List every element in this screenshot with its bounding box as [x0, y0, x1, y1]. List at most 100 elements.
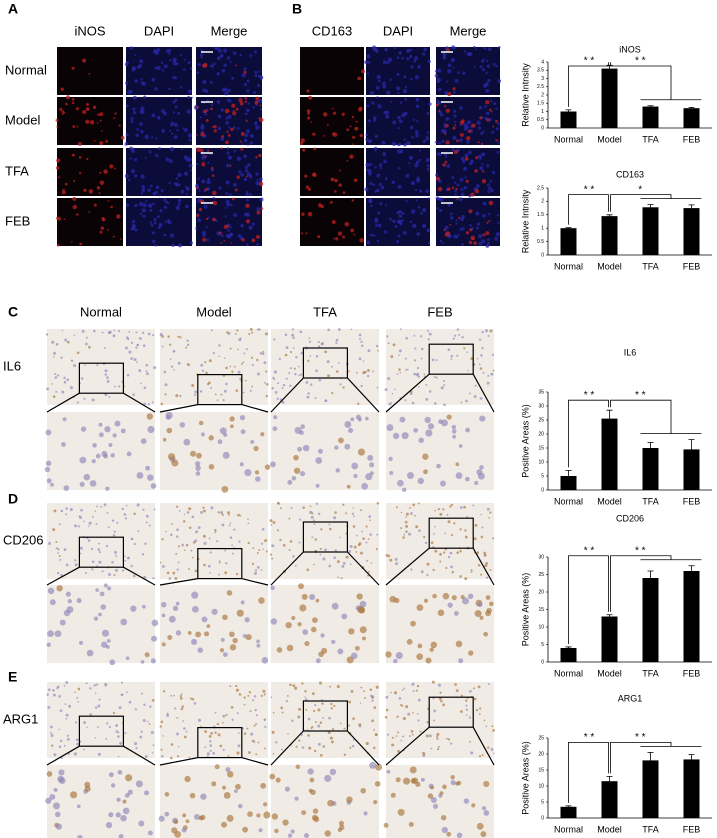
nucleus [469, 690, 472, 693]
nucleus [223, 652, 228, 657]
signal [61, 190, 66, 195]
stain [100, 505, 102, 508]
nucleus [237, 732, 240, 734]
nucleus [197, 647, 204, 653]
nucleus [390, 101, 393, 104]
nucleus [412, 690, 415, 693]
significance-label: * * [584, 56, 595, 67]
nucleus [73, 364, 76, 368]
ihc-image [45, 680, 156, 838]
nucleus [314, 704, 317, 707]
nucleus [490, 748, 494, 751]
signal [473, 241, 477, 245]
nucleus [240, 223, 244, 228]
nucleus [481, 68, 485, 72]
column-header: Normal [80, 304, 122, 319]
nucleus [475, 211, 480, 216]
signal [308, 95, 313, 100]
nucleus [253, 695, 257, 698]
nucleus [337, 648, 344, 655]
nucleus [450, 358, 453, 361]
stain [436, 732, 440, 736]
stain [293, 467, 301, 474]
row-label: Model [5, 112, 41, 127]
panel-label: D [8, 491, 18, 507]
nucleus [79, 481, 85, 487]
micrograph [125, 198, 194, 248]
stain [459, 575, 462, 578]
y-tick-label: 35 [538, 389, 544, 395]
nucleus [453, 114, 457, 118]
nucleus [237, 234, 242, 238]
nucleus [168, 181, 171, 185]
nucleus [415, 199, 418, 202]
nucleus [416, 372, 420, 376]
signal [212, 190, 217, 196]
nucleus [144, 542, 147, 545]
stain [313, 563, 315, 566]
nucleus [362, 372, 365, 375]
nucleus [256, 328, 259, 331]
stain [171, 459, 179, 467]
signal [63, 111, 66, 114]
column-header: CD163 [312, 23, 352, 38]
nucleus [409, 54, 413, 59]
signal [353, 233, 356, 236]
stain [172, 571, 176, 575]
nucleus [433, 376, 436, 378]
stain [489, 511, 492, 514]
stain [415, 781, 421, 787]
nucleus [115, 812, 121, 818]
stain [205, 371, 208, 375]
panel-label: C [8, 304, 18, 320]
nucleus [404, 399, 407, 402]
stain [297, 715, 301, 719]
stain [411, 733, 414, 736]
stain [440, 814, 447, 821]
nucleus [140, 438, 147, 445]
stain [355, 645, 360, 651]
stain [159, 561, 162, 564]
nucleus [403, 687, 406, 690]
nucleus [401, 211, 405, 215]
nucleus [66, 737, 70, 741]
stain [295, 565, 297, 567]
y-tick-label: 3 [541, 76, 544, 82]
nucleus [210, 386, 213, 389]
stain [420, 357, 423, 360]
stain [247, 694, 250, 697]
signal [116, 214, 121, 219]
nucleus [204, 112, 208, 116]
nucleus [254, 70, 258, 74]
stain [237, 348, 239, 351]
nucleus [369, 162, 373, 167]
nucleus [135, 203, 138, 207]
nucleus [109, 659, 116, 666]
nucleus [256, 643, 261, 648]
nucleus [196, 71, 200, 75]
nucleus [259, 108, 262, 111]
nucleus [320, 633, 325, 638]
nucleus [386, 424, 394, 432]
nucleus [370, 204, 373, 208]
nucleus [425, 157, 430, 163]
significance-bracket [568, 742, 609, 803]
bar [642, 578, 659, 662]
nucleus [483, 810, 490, 816]
nucleus [181, 543, 184, 547]
nucleus [54, 630, 62, 638]
signal [105, 139, 109, 143]
stain [58, 555, 61, 558]
nucleus [292, 347, 295, 349]
nucleus [458, 444, 463, 448]
nucleus [349, 563, 352, 566]
nucleus [139, 735, 143, 739]
micrograph [195, 147, 264, 197]
signal [342, 235, 346, 239]
signal [333, 238, 335, 240]
nucleus [379, 166, 383, 170]
stain [348, 628, 355, 635]
nucleus [147, 403, 150, 406]
signal [465, 179, 469, 183]
x-tick-label: Model [597, 496, 622, 506]
